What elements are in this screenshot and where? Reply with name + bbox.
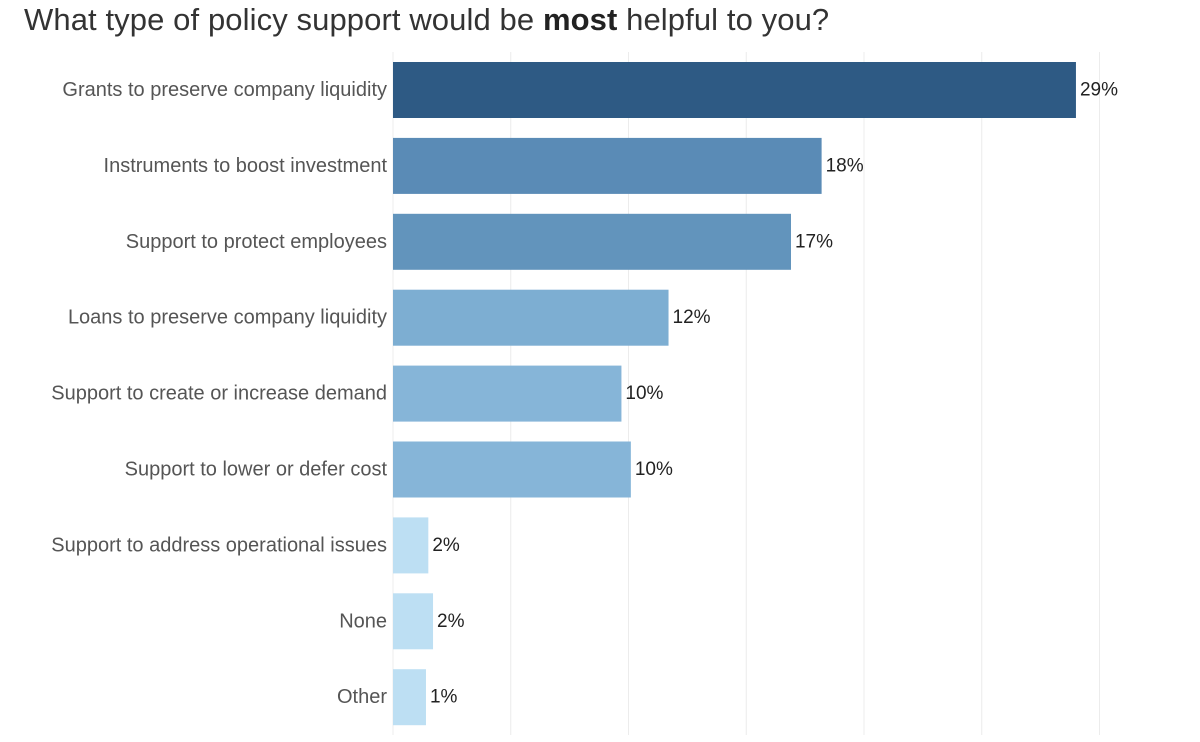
bars: [393, 62, 1076, 726]
category-label: Grants to preserve company liquidity: [62, 79, 387, 101]
value-label: 17%: [795, 231, 833, 252]
value-label: 1%: [430, 687, 458, 708]
value-label: 10%: [635, 459, 673, 480]
chart-title-suffix: helpful to you?: [617, 2, 830, 37]
value-label: 12%: [673, 307, 711, 328]
category-label: Instruments to boost investment: [104, 155, 388, 177]
chart-title-prefix: What type of policy support would be: [24, 2, 543, 37]
chart-title-emphasis: most: [542, 2, 618, 37]
bar-4: [393, 365, 622, 422]
value-label: 2%: [437, 611, 465, 632]
bar-2: [393, 213, 791, 270]
category-label: Support to protect employees: [126, 231, 387, 253]
bar-6: [393, 517, 429, 574]
chart-title: What type of policy support would be mos…: [24, 2, 829, 38]
value-label: 2%: [432, 535, 460, 556]
category-label: Loans to preserve company liquidity: [68, 307, 387, 329]
labels: Grants to preserve company liquidity 29% I…: [51, 79, 1118, 708]
bar-5: [393, 441, 631, 498]
bar-8: [393, 669, 426, 726]
category-label: Support to lower or defer cost: [125, 459, 388, 481]
value-label: 18%: [826, 155, 864, 176]
value-label: 29%: [1080, 80, 1118, 101]
category-label: Support to create or increase demand: [51, 383, 387, 405]
bar-7: [393, 593, 434, 650]
bar-3: [393, 289, 669, 346]
bar-1: [393, 137, 822, 194]
category-label: None: [339, 610, 387, 632]
category-label: Other: [337, 686, 387, 708]
value-label: 10%: [625, 383, 663, 404]
bar-0: [393, 62, 1076, 118]
category-label: Support to address operational issues: [51, 534, 387, 556]
